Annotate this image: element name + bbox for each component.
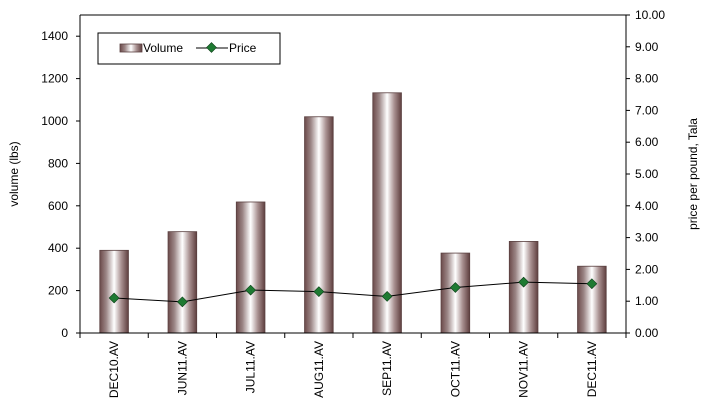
volume-bars [99,92,607,334]
y-left-tick-label: 1200 [41,72,68,86]
volume-bar [440,252,471,334]
y-left-tick-label: 0 [61,326,68,340]
y-right-tick-label: 5.00 [635,167,659,181]
x-tick-label: SEP11.AV [380,341,394,396]
y-left-tick-label: 400 [48,241,68,255]
price-marker [518,276,529,288]
legend-price-label: Price [229,41,257,55]
y-left-tick-label: 1000 [41,114,68,128]
y-axis-left-label: volume (lbs) [7,141,21,206]
price-marker [381,291,393,302]
x-axis-ticks: DEC10.AV JUN11.AV JUL11.AV AUG11.AV SEP11.AV… [79,333,627,398]
price-marker [586,278,598,290]
y-right-tick-label: 6.00 [635,135,659,149]
y-right-tick-label: 3.00 [635,231,659,245]
y-right-tick-label: 9.00 [635,40,659,54]
x-tick-label: DEC10.AV [107,341,121,398]
y-right-tick-label: 2.00 [635,262,659,276]
price-marker [108,292,120,304]
x-tick-label: NOV11.AV [517,341,531,398]
legend-volume-swatch [119,43,143,53]
y-axis-left-ticks: 0 200 400 600 800 1000 1200 1400 [41,29,80,340]
y-right-tick-label: 8.00 [635,72,659,86]
x-tick-label: DEC11.AV [585,341,599,397]
volume-bar [304,116,334,334]
y-right-tick-label: 10.00 [635,8,665,22]
price-marker [177,296,188,308]
y-right-tick-label: 1.00 [635,294,659,308]
y-left-tick-label: 800 [48,156,68,170]
y-left-tick-label: 1400 [41,29,68,43]
x-tick-label: JUL11.AV [244,341,258,393]
x-tick-label: OCT11.AV [448,341,462,397]
price-marker [313,286,325,298]
price-marker [450,282,461,293]
y-right-tick-label: 7.00 [635,103,659,117]
legend-volume-label: Volume [143,41,183,55]
volume-bar [99,249,129,334]
x-tick-label: JUN11.AV [175,341,189,395]
price-marker [245,284,256,296]
volume-bar [577,265,607,334]
y-axis-right-label: price per pound, Tala [686,118,700,230]
y-left-tick-label: 200 [48,284,68,298]
price-markers [108,276,598,308]
x-tick-label: AUG11.AV [312,341,326,398]
volume-bar [235,201,266,334]
price-line [114,281,592,303]
y-axis-right-ticks: 0.00 1.00 2.00 3.00 4.00 5.00 6.00 7.00 8.00 9.00… [626,8,665,340]
y-right-tick-label: 4.00 [635,199,659,213]
y-right-tick-label: 0.00 [635,326,659,340]
volume-bar [167,231,198,334]
legend: Volume Price [97,32,281,65]
legend-price-marker [206,42,217,53]
y-left-tick-label: 600 [48,199,68,213]
